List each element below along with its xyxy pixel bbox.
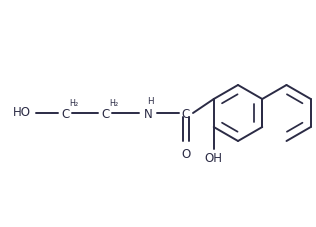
Text: H₂: H₂ [70,99,79,108]
Text: N: N [144,108,152,121]
Text: C: C [101,108,109,121]
Text: C: C [182,108,190,121]
Text: H: H [147,98,153,106]
Text: C: C [61,108,69,121]
Text: O: O [181,148,191,160]
Text: OH: OH [205,153,223,165]
Text: H₂: H₂ [109,99,118,108]
Text: HO: HO [13,106,31,119]
